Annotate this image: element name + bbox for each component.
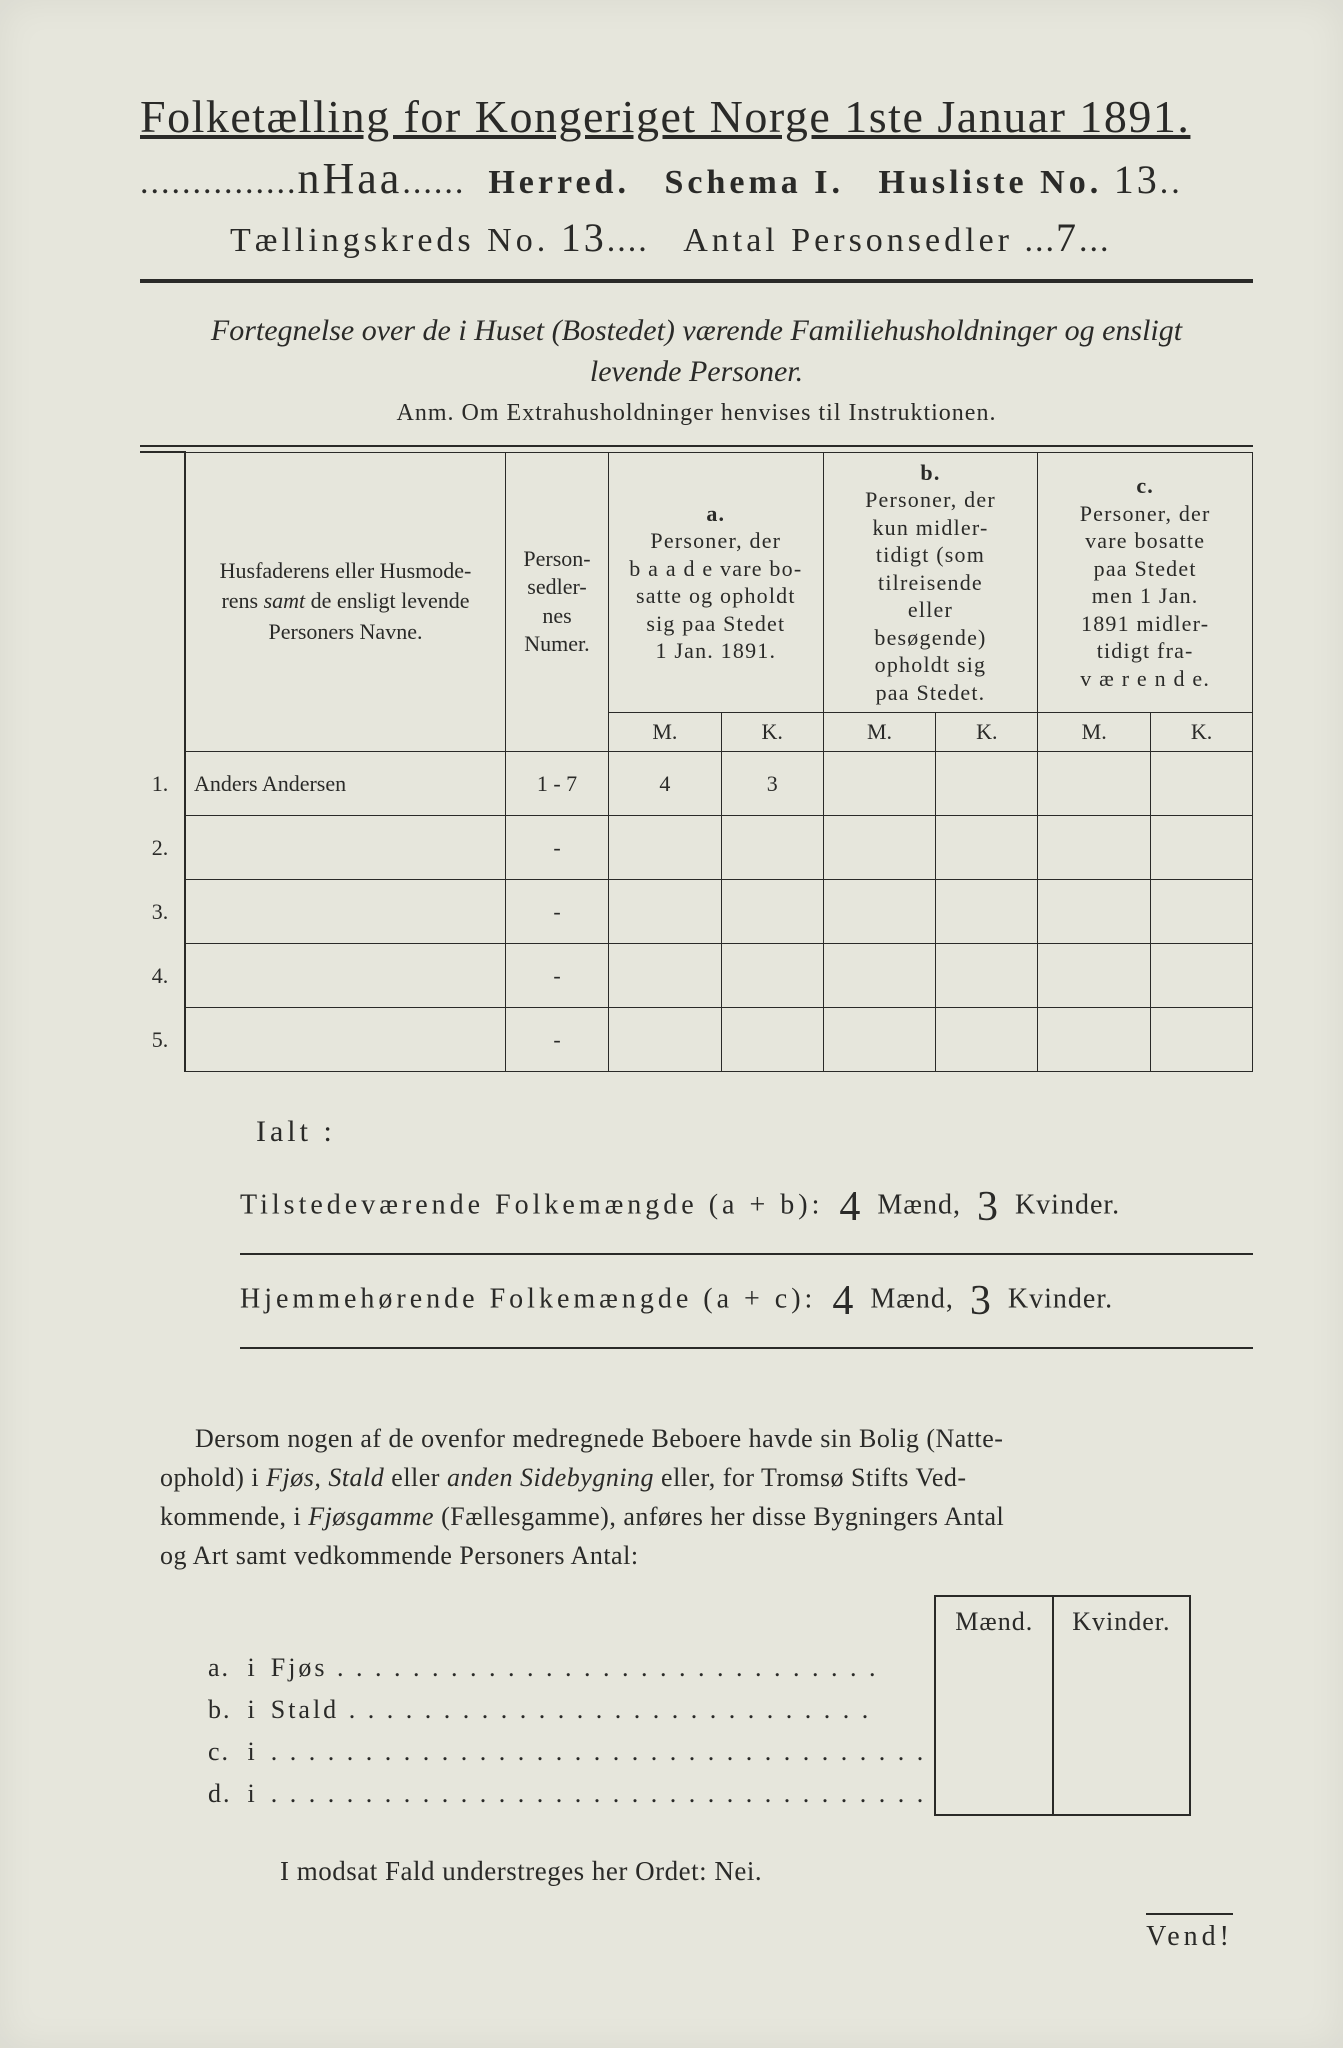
fortegenelse-subtitle: Fortegnelse over de i Huset (Bostedet) v… <box>180 311 1213 392</box>
page-title: Folketælling for Kongeriget Norge 1ste J… <box>140 90 1253 143</box>
hjem-m: 4 <box>832 1257 854 1345</box>
row1-aM: 4 <box>608 752 721 816</box>
ialt-block: Ialt : Tilstedeværende Folkemængde (a + … <box>240 1100 1253 1349</box>
main-table: Husfaderens eller Husmode-rens samt de e… <box>140 451 1253 1072</box>
vend-label: Vend! <box>1146 1913 1233 1953</box>
row1-num: 1 - 7 <box>505 752 608 816</box>
col-b-header: b. Personer, derkun midler-tidigt (somti… <box>823 452 1038 713</box>
line-kreds: Tællingskreds No. 13.... Antal Personsed… <box>230 214 1253 261</box>
dersom-paragraph: Dersom nogen af de ovenfor medregnede Be… <box>160 1419 1213 1575</box>
husliste-no: 13 <box>1114 157 1160 202</box>
table-row: 3. - <box>140 880 1253 944</box>
til-k: 3 <box>977 1163 999 1251</box>
col-c-header: c. Personer, dervare bosattepaa Stedetme… <box>1038 452 1253 713</box>
herred-handwritten: nHaa <box>298 153 403 204</box>
ialt-label: Ialt : <box>256 1100 1253 1163</box>
sub-row: b. i Stald . . . . . . . . . . . . . . .… <box>200 1689 1190 1731</box>
sub-kvinder-header: Kvinder. <box>1053 1596 1189 1647</box>
thick-rule-1 <box>140 279 1253 283</box>
sub-row: d. i . . . . . . . . . . . . . . . . . .… <box>200 1773 1190 1815</box>
col-name-header: Husfaderens eller Husmode-rens samt de e… <box>185 452 505 752</box>
table-row: 1. Anders Andersen 1 - 7 4 3 <box>140 752 1253 816</box>
dots-prefix: ............... <box>140 164 298 201</box>
hjem-k: 3 <box>970 1257 992 1345</box>
mk-header: K. <box>721 713 823 752</box>
antal-val: 7 <box>1056 215 1079 260</box>
census-page: Folketælling for Kongeriget Norge 1ste J… <box>0 0 1343 2048</box>
mk-header: K. <box>936 713 1038 752</box>
til-m: 4 <box>839 1163 861 1251</box>
husliste-label: Husliste No. <box>879 164 1103 201</box>
col-a-header: a. Personer, derb a a d e vare bo-satte … <box>608 452 823 713</box>
row1-aK: 3 <box>721 752 823 816</box>
antal-label: Antal Personsedler <box>683 222 1013 259</box>
table-row: 5. - <box>140 1008 1253 1072</box>
herred-label: Herred. <box>488 164 630 201</box>
thin-rule-1 <box>140 445 1253 447</box>
mk-header: K. <box>1151 713 1253 752</box>
kreds-label: Tællingskreds No. <box>230 222 549 259</box>
table-row: 4. - <box>140 944 1253 1008</box>
hjemme-line: Hjemmehørende Folkemængde (a + c): 4 Mæn… <box>240 1257 1253 1345</box>
tilstede-line: Tilstedeværende Folkemængde (a + b): 4 M… <box>240 1163 1253 1251</box>
modsat-line: I modsat Fald understreges her Ordet: Ne… <box>280 1856 1253 1887</box>
row1-name: Anders Andersen <box>185 752 505 816</box>
mk-header: M. <box>1038 713 1151 752</box>
sub-maend-header: Mænd. <box>935 1596 1053 1647</box>
schema-label: Schema I. <box>664 164 844 201</box>
line-herred: ...............nHaa...... Herred. Schema… <box>140 153 1253 204</box>
mk-header: M. <box>608 713 721 752</box>
sub-row: a. i Fjøs . . . . . . . . . . . . . . . … <box>200 1647 1190 1689</box>
mk-header: M. <box>823 713 936 752</box>
sub-row: c. i . . . . . . . . . . . . . . . . . .… <box>200 1731 1190 1773</box>
table-row: 2. - <box>140 816 1253 880</box>
col-num-header: Person-sedler-nesNumer. <box>505 452 608 752</box>
anm-note: Anm. Om Extrahusholdninger henvises til … <box>140 400 1253 427</box>
sub-table: Mænd. Kvinder. a. i Fjøs . . . . . . . .… <box>200 1595 1191 1816</box>
kreds-no: 13 <box>561 215 607 260</box>
